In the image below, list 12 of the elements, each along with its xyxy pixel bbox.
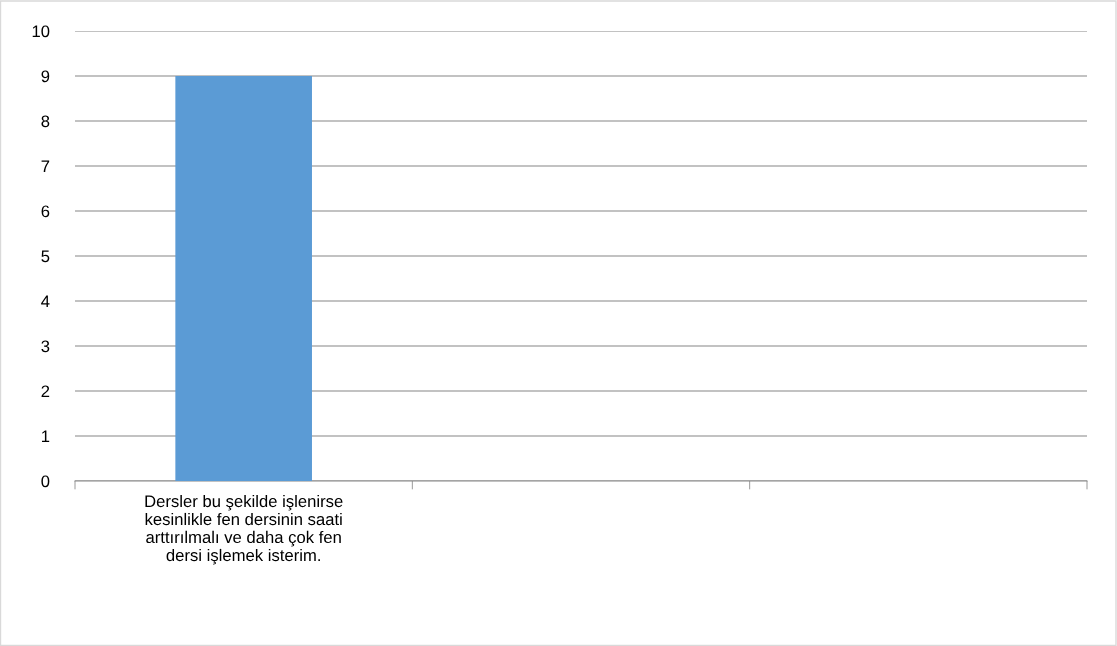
- y-tick-label: 10: [32, 25, 50, 38]
- y-tick-label: 1: [42, 430, 50, 443]
- y-tick-label: 6: [41, 205, 50, 218]
- y-tick-label: 2: [41, 385, 50, 398]
- y-tick-label: 0: [41, 475, 50, 488]
- y-tick-label: 5: [41, 250, 50, 263]
- y-tick-label: 4: [41, 295, 50, 308]
- x-tick-label: Dersler bu şekilde işlenirse kesinlikle fen dersinin saati arttırılmalı ve daha çok fen dersi işlemek isterim.: [145, 494, 343, 565]
- y-tick-label: 3: [41, 340, 50, 353]
- y-tick-label: 9: [41, 70, 50, 83]
- y-tick-label: 8: [41, 115, 50, 128]
- y-tick-label: 7: [41, 160, 50, 173]
